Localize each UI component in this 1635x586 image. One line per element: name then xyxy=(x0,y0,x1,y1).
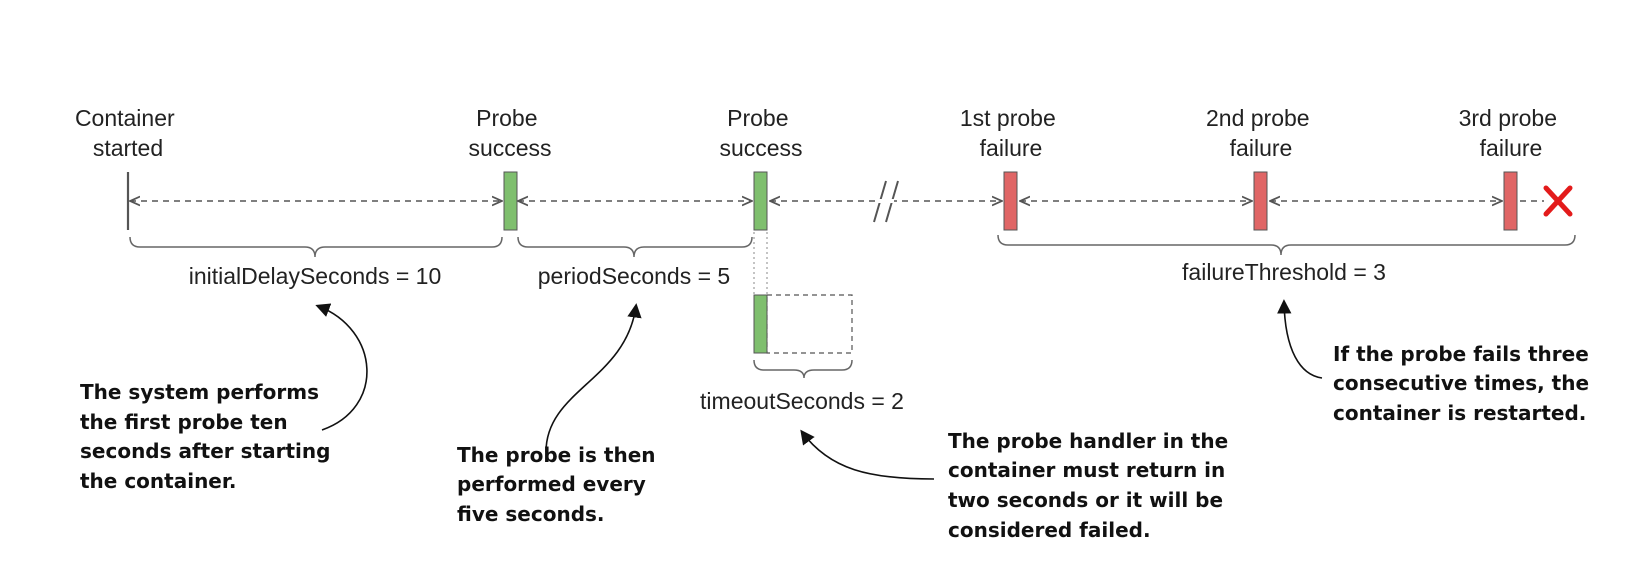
event-labels: Container started Probe success Probe su… xyxy=(75,105,1564,161)
probe-success-marker-2 xyxy=(753,171,768,231)
event-label-probe-failure-2: 2nd probe failure xyxy=(1206,105,1316,161)
param-timeout: timeoutSeconds = 2 xyxy=(700,388,904,414)
cross-icon xyxy=(1543,185,1573,217)
time-break-icon xyxy=(873,180,899,223)
param-period: periodSeconds = 5 xyxy=(538,263,730,289)
braces xyxy=(129,234,1576,379)
timeout-detail xyxy=(753,232,853,354)
brace-period xyxy=(517,236,753,258)
param-failure-threshold: failureThreshold = 3 xyxy=(1182,259,1386,285)
brace-initial-delay xyxy=(129,236,503,258)
param-initial-delay: initialDelaySeconds = 10 xyxy=(189,263,442,289)
probe-failure-marker-2 xyxy=(1253,171,1268,231)
annotation-arrow-timeout xyxy=(800,429,935,480)
note-timeout: The probe handler in the container must … xyxy=(948,429,1235,542)
brace-timeout xyxy=(753,359,853,379)
event-label-probe-success-2: Probe success xyxy=(719,105,802,161)
note-failure-threshold: If the probe fails three consecutive tim… xyxy=(1333,342,1596,425)
event-label-probe-failure-1: 1st probe failure xyxy=(960,105,1062,161)
probe-failure-marker-1 xyxy=(1003,171,1018,231)
annotation-arrow-period xyxy=(545,303,642,453)
timeout-window-box xyxy=(766,294,853,354)
event-label-probe-failure-3: 3rd probe failure xyxy=(1459,105,1564,161)
event-label-probe-success-1: Probe success xyxy=(468,105,551,161)
note-initial-delay: The system performs the first probe ten … xyxy=(80,380,337,493)
probe-failure-marker-3 xyxy=(1503,171,1518,231)
brace-failure-threshold xyxy=(997,234,1576,256)
note-period: The probe is then performed every five s… xyxy=(457,443,662,526)
event-label-container-started: Container started xyxy=(75,105,181,161)
annotation-arrow-initial-delay xyxy=(315,303,368,431)
annotation-arrows xyxy=(315,299,1323,480)
annotation-arrow-failure-threshold xyxy=(1277,299,1323,379)
timeout-probe-marker xyxy=(753,294,768,354)
probe-success-marker-1 xyxy=(503,171,518,231)
